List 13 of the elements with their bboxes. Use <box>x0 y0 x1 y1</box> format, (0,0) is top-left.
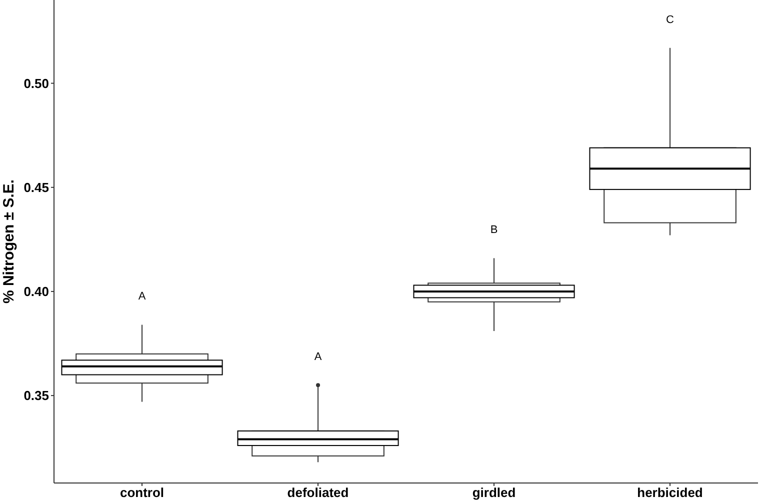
y-axis-title: % Nitrogen ± S.E. <box>0 179 18 304</box>
y-tick-label: 0.45 <box>24 180 49 195</box>
y-tick-label: 0.40 <box>24 284 49 300</box>
x-tick-label: herbicided <box>637 485 703 500</box>
annotation: A <box>314 351 322 364</box>
annotation: C <box>666 14 674 26</box>
x-tick-label: control <box>120 485 164 500</box>
annotation: A <box>138 290 146 303</box>
y-tick-label: 0.35 <box>24 388 49 404</box>
x-tick-label: girdled <box>472 485 516 500</box>
y-tick-label: 0.50 <box>24 76 49 91</box>
x-tick-label: defoliated <box>287 485 349 500</box>
annotation: B <box>490 224 498 236</box>
